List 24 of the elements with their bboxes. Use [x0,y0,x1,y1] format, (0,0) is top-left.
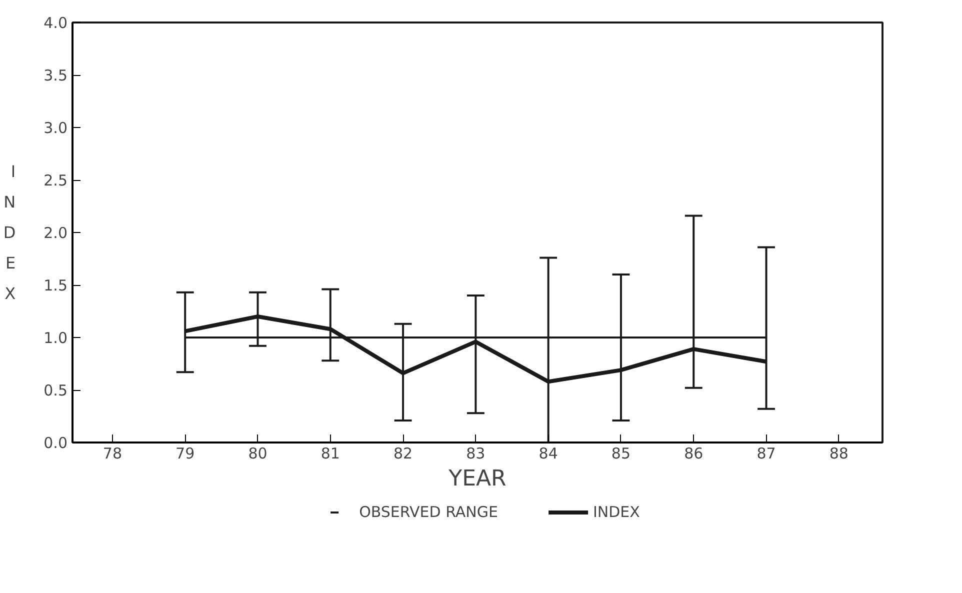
y-tick-label: 1.0 [44,329,68,347]
x-tick-label: 84 [538,444,558,462]
x-tick-label: 87 [756,444,776,462]
x-axis-title: YEAR [448,466,506,492]
x-tick-label: 82 [393,444,413,462]
x-tick-label: 86 [684,444,704,462]
y-tick-label: 4.0 [44,14,68,32]
y-tick-label: 3.0 [44,119,68,137]
y-tick-label: 1.5 [44,276,68,294]
legend-label: INDEX [592,503,640,521]
y-tick-label: 0.5 [44,382,68,400]
x-tick-label: 83 [466,444,486,462]
y-axis-title: INDEX [3,162,16,303]
x-tick-label: 78 [102,444,122,462]
x-tick-label: 79 [176,444,195,462]
x-tick-label: 80 [248,444,268,462]
y-tick-label: 0.0 [44,434,68,452]
x-tick-label: 88 [829,444,848,462]
y-tick-label: 3.5 [44,66,68,84]
y-tick-label: 2.0 [44,224,68,242]
text: OBSERVED RANGE [359,503,498,521]
x-tick-label: 85 [611,444,631,462]
x-tick-label: 81 [320,444,340,462]
y-tick-label: 2.5 [44,172,68,190]
